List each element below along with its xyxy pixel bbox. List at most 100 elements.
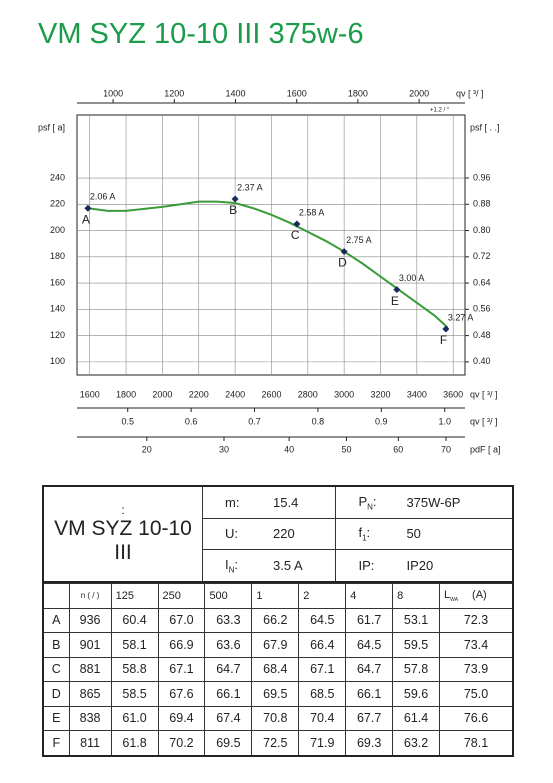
spec-label-cell: PN:	[335, 485, 403, 519]
point-current: 3.27 A	[448, 312, 474, 322]
data-cell: 64.7	[345, 656, 394, 682]
data-cell: 64.5	[298, 607, 347, 633]
point-current: 3.00 A	[399, 273, 425, 283]
axis-tick-label: 1.0	[438, 416, 451, 426]
spec-label-cell: U:	[202, 517, 269, 551]
data-cell: 936	[68, 607, 112, 633]
axis-tick-label: 60	[393, 444, 403, 454]
y-tick-label: 200	[50, 225, 65, 235]
data-cell: 72.5	[251, 730, 300, 756]
point-name: A	[82, 212, 90, 226]
data-cell: 71.9	[298, 730, 347, 756]
spec-label: N	[367, 502, 373, 512]
spec-label-cell: f1:	[335, 517, 403, 551]
data-cell: 67.4	[204, 705, 253, 731]
data-cell: 58.8	[110, 656, 159, 682]
data-cell: 78.1	[439, 730, 514, 756]
header-cell	[42, 583, 70, 609]
axis-tick-label: 0.7	[248, 416, 261, 426]
point-name: B	[229, 203, 237, 217]
y-tick-label: 120	[50, 330, 65, 340]
spec-label: U:	[225, 526, 238, 542]
x-tick-label: 3600	[443, 389, 463, 399]
data-cell: 865	[68, 681, 112, 707]
spec-row: IN: 3.5 A IP: IP20	[43, 549, 514, 583]
data-cell: 69.3	[345, 730, 394, 756]
spec-value: 375W-6P	[402, 485, 514, 519]
point-name: C	[291, 228, 300, 242]
data-row: D 865 58.5 67.6 66.1 69.5 68.5 66.1 59.6 75.0	[42, 681, 514, 707]
data-row: C 881 58.8 67.1 64.7 68.4 67.1 64.7 57.8 73.9	[42, 656, 514, 682]
lwa-label: L	[444, 588, 451, 601]
point-current: 2.37 A	[237, 182, 263, 192]
axis-tick-label: 30	[219, 444, 229, 454]
spec-label: :	[234, 556, 239, 572]
spec-label: I	[225, 556, 229, 572]
axis-tick-label: 0.8	[312, 416, 325, 426]
data-cell: 66.1	[204, 681, 253, 707]
x-tick-label: 3200	[370, 389, 390, 399]
data-row: F 811 61.8 70.2 69.5 72.5 71.9 69.3 63.2 78.1	[42, 730, 514, 756]
point-current: 2.06 A	[90, 192, 116, 202]
data-cell: 67.6	[157, 681, 206, 707]
axis-tick-label: 1800	[348, 88, 368, 98]
data-cell: 66.4	[298, 632, 347, 658]
spec-label: :	[366, 525, 371, 541]
data-cell: 68.5	[298, 681, 347, 707]
data-cell: F	[42, 730, 70, 756]
spec-row: U: 220 f1: 50	[43, 517, 514, 551]
axis-tick-label: 1200	[164, 88, 184, 98]
spec-label: IP:	[358, 558, 375, 574]
y2-tick-label: 0.40	[473, 356, 491, 366]
specs-table: : VM SYZ 10-10 III m: 15.4 PN: 375W-6P U: 220 f1…	[42, 485, 514, 583]
data-cell: 61.8	[110, 730, 159, 756]
data-cell: 76.6	[439, 705, 514, 731]
data-row: E 838 61.0 69.4 67.4 70.8 70.4 67.7 61.4 76.6	[42, 705, 514, 731]
data-cell: 64.7	[204, 656, 253, 682]
axis-tick-label: 1600	[287, 88, 307, 98]
axis-tick-label: 20	[142, 444, 152, 454]
header-cell: 500	[204, 583, 253, 609]
axis-label: pdF [ a]	[470, 444, 501, 454]
header-cell: 8	[392, 583, 441, 609]
curve	[87, 200, 449, 329]
x-tick-label: 3400	[407, 389, 427, 399]
axis-tick-label: 1000	[103, 88, 123, 98]
y2-tick-label: 0.88	[473, 199, 491, 209]
x-tick-label: 2600	[261, 389, 281, 399]
x-tick-label: 1800	[116, 389, 136, 399]
spec-row: : VM SYZ 10-10 III m: 15.4 PN: 375W-6P	[42, 485, 514, 583]
x-tick-label: 1600	[80, 389, 100, 399]
data-cell: 64.5	[345, 632, 394, 658]
data-cell: B	[42, 632, 70, 658]
lwa-unit: (A)	[472, 588, 487, 601]
title: VM SYZ 10-10 III 375w-6	[38, 18, 364, 50]
data-cell: 881	[68, 656, 112, 682]
y-tick-label: 220	[50, 199, 65, 209]
data-cell: 66.9	[157, 632, 206, 658]
model-colon: :	[121, 503, 125, 517]
plot-area	[76, 114, 466, 376]
operating-point	[393, 286, 401, 294]
point-name: E	[391, 294, 399, 308]
y-tick-label: 160	[50, 277, 65, 287]
header-cell: 250	[157, 583, 206, 609]
y2-tick-label: 0.80	[473, 225, 491, 235]
axis-label: qv [ ³/ ]	[470, 416, 498, 426]
y-tick-label: 100	[50, 356, 65, 366]
data-cell: 61.7	[345, 607, 394, 633]
spec-label: m:	[225, 494, 240, 510]
operating-point	[442, 325, 450, 333]
data-cell: 68.4	[251, 656, 300, 682]
axis-tick-label: 70	[441, 444, 451, 454]
data-cell: 75.0	[439, 681, 514, 707]
data-row: A 936 60.4 67.0 63.3 66.2 64.5 61.7 53.1 72.3	[42, 607, 514, 633]
header-cell: LWA (A)	[439, 583, 514, 609]
axis-note: +1.2 / °	[430, 108, 450, 114]
data-cell: 838	[68, 705, 112, 731]
header-cell: 1	[251, 583, 300, 609]
data-cell: 53.1	[392, 607, 441, 633]
header-cell: 2	[298, 583, 347, 609]
header-cell: 125	[110, 583, 159, 609]
